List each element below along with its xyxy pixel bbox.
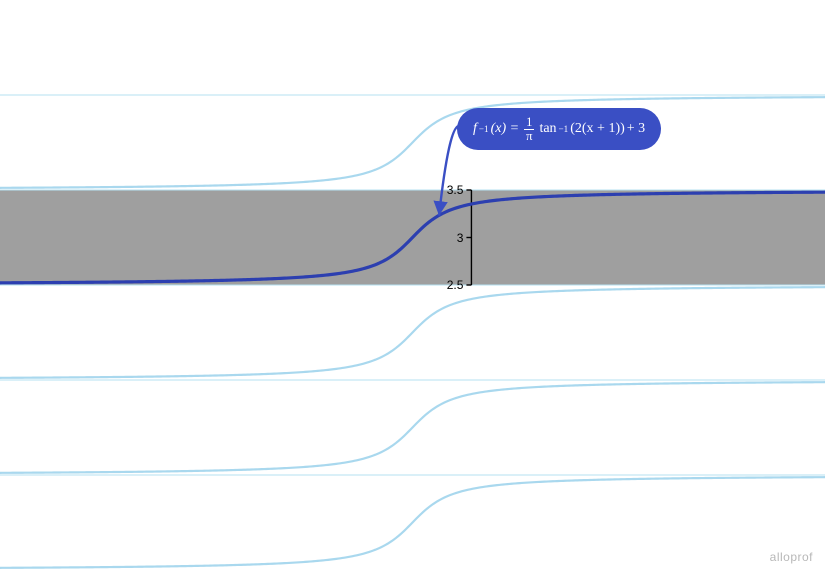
watermark: alloprof [770,550,813,564]
formula-label: f −1 (x) = 1 π tan −1 (2(x + 1)) + 3 [457,108,661,150]
formula-fn-sup: −1 [559,124,569,134]
plot-svg [0,0,825,570]
formula-lhs-arg: (x) = [491,121,520,137]
formula-lhs: f [473,121,477,137]
formula-tail: + 3 [627,121,645,137]
y-tick-label: 3 [457,231,464,245]
y-tick-label: 3.5 [447,183,464,197]
formula-arg: (2(x + 1)) [570,121,625,137]
formula-fn: tan [539,121,556,137]
plot-canvas: { "plot": { "type": "line", "width_px": … [0,0,825,570]
formula-frac: 1 π [524,116,534,142]
y-tick-label: 2.5 [447,278,464,292]
formula-lhs-sup: −1 [479,124,489,134]
